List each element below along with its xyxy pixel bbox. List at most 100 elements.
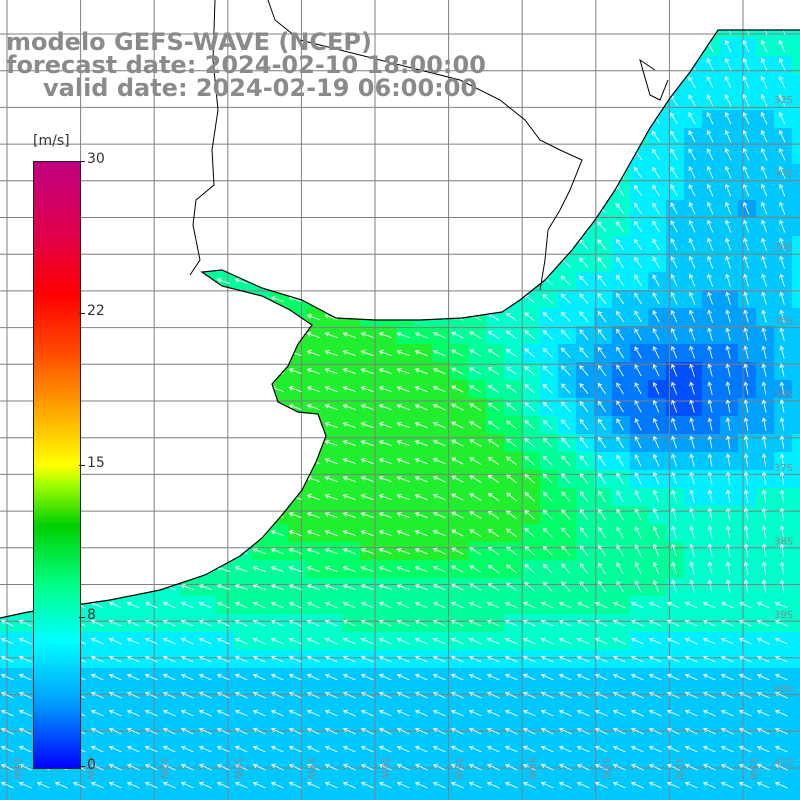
wind-cell [270,542,289,561]
wind-arrow [540,619,554,627]
wind-cell [666,668,685,687]
wind-cell [378,236,397,255]
wind-cell [684,650,703,669]
wind-arrow [324,332,338,339]
wind-arrow [18,601,32,609]
wind-arrow [234,709,248,717]
wind-cell [648,524,667,543]
wind-cell [378,524,397,543]
wind-cell [666,740,685,759]
wind-cell [234,668,253,687]
wind-cell [792,38,800,57]
wind-arrow [396,673,410,681]
wind-cell [792,596,800,615]
wind-arrow [505,348,518,358]
wind-cell [180,650,199,669]
wind-cell [504,434,523,453]
longitude-label: 55W [453,757,464,780]
wind-cell [234,110,253,129]
wind-arrow [90,530,104,537]
wind-arrow [432,367,446,375]
wind-cell [180,740,199,759]
wind-cell [774,146,793,165]
wind-cell [306,236,325,255]
wind-arrow [761,489,767,503]
wind-arrow [414,350,428,357]
wind-cell [306,200,325,219]
wind-arrow [360,781,374,789]
wind-arrow [615,256,625,269]
wind-arrow [743,561,749,575]
wind-cell [540,452,559,471]
wind-cell [792,308,800,327]
wind-arrow [234,440,248,447]
wind-arrow [524,438,535,448]
wind-cell [432,524,451,543]
wind-cell [342,110,361,129]
wind-arrow [288,170,302,177]
wind-cell [486,362,505,381]
wind-arrow [505,204,518,214]
wind-arrow [288,637,302,645]
wind-cell [234,434,253,453]
wind-arrow [761,345,767,359]
wind-cell [558,650,577,669]
wind-cell [450,776,469,795]
wind-cell [594,38,613,57]
wind-arrow [707,363,713,377]
wind-arrow [689,543,695,557]
wind-arrow [774,727,788,735]
wind-cell [360,452,379,471]
wind-arrow [724,75,732,89]
wind-cell [108,596,127,615]
wind-arrow [252,745,266,753]
wind-cell [720,218,739,237]
wind-cell [576,110,595,129]
wind-cell [108,164,127,183]
wind-arrow [270,296,284,303]
wind-arrow [707,525,713,539]
wind-cell [774,38,793,57]
wind-arrow [90,655,104,663]
wind-arrow [616,544,624,557]
wind-arrow [414,242,428,249]
wind-arrow [451,565,464,573]
wind-cell [486,776,505,795]
wind-arrow [652,238,660,251]
wind-arrow [18,709,32,717]
wind-cell [180,578,199,597]
wind-arrow [761,435,767,449]
wind-arrow [144,440,158,447]
wind-arrow [432,637,446,645]
wind-cell [468,362,487,381]
wind-cell [324,344,343,363]
wind-arrow [378,655,392,663]
wind-cell [324,290,343,309]
wind-arrow [706,58,714,71]
wind-arrow [180,655,194,663]
wind-cell [396,704,415,723]
wind-cell [252,182,271,201]
colorbar-tick-label: 15 [87,455,105,471]
wind-arrow [90,691,104,699]
wind-cell [0,650,19,669]
wind-cell [198,236,217,255]
colorbar [33,161,81,769]
wind-arrow [725,399,731,413]
wind-arrow [162,422,176,429]
wind-cell [594,308,613,327]
wind-cell [0,182,19,201]
wind-arrow [270,763,284,771]
wind-cell [324,398,343,417]
wind-cell [144,632,163,651]
wind-arrow [90,188,104,195]
wind-arrow [630,745,644,753]
wind-cell [126,182,145,201]
wind-cell [270,704,289,723]
wind-arrow [288,691,302,699]
wind-arrow [578,185,589,196]
wind-cell [378,740,397,759]
wind-arrow [144,314,158,321]
wind-arrow [558,709,572,717]
wind-cell [162,596,181,615]
